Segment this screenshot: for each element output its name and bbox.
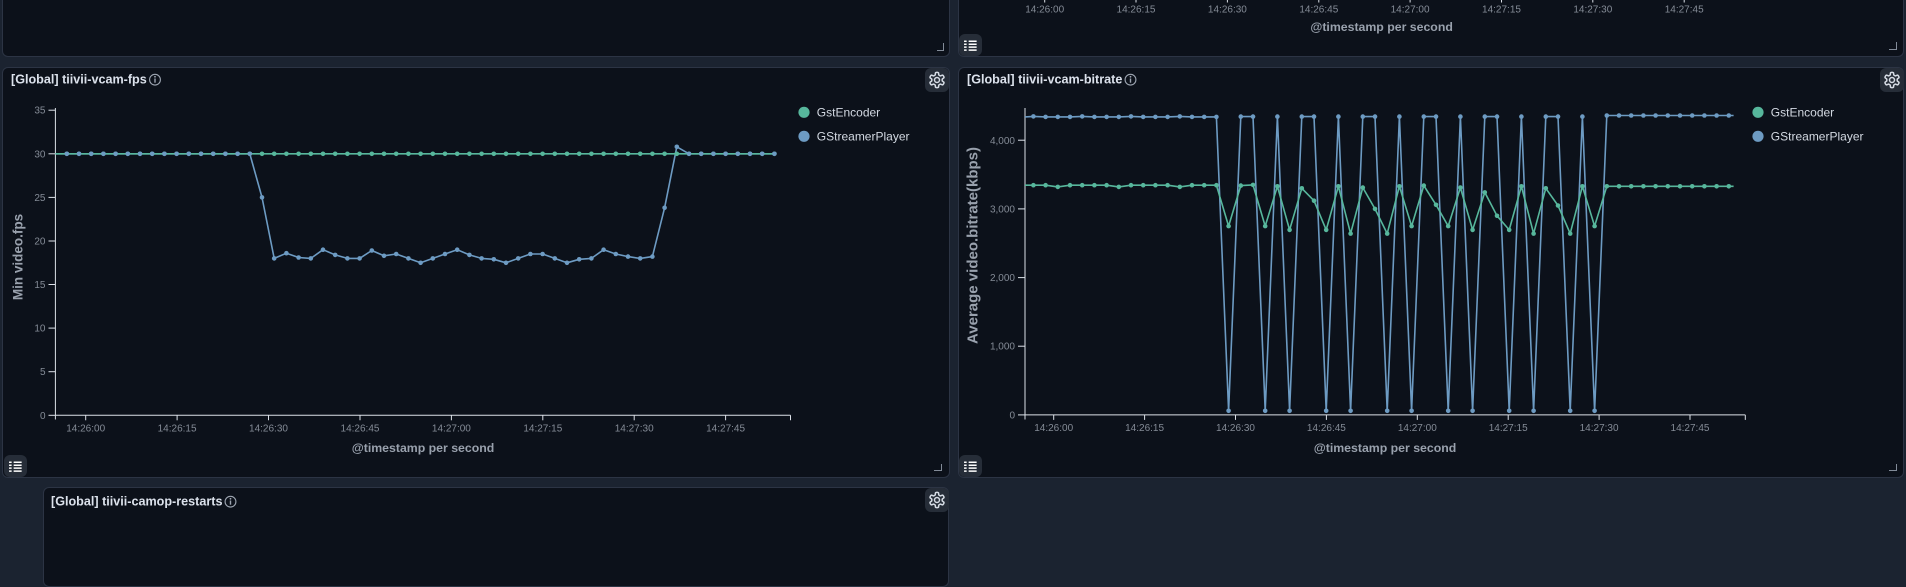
svg-text:15: 15 [34,280,46,291]
svg-text:14:27:45: 14:27:45 [1665,5,1704,16]
svg-text:GStreamerPlayer: GStreamerPlayer [1771,130,1864,144]
svg-text:@timestamp per second: @timestamp per second [1310,20,1453,34]
svg-text:0: 0 [1009,410,1015,421]
svg-text:Min video.fps: Min video.fps [11,214,26,300]
svg-text:GstEncoder: GstEncoder [1771,106,1834,120]
svg-text:14:26:30: 14:26:30 [1208,5,1247,16]
svg-text:GStreamerPlayer: GStreamerPlayer [817,130,910,144]
svg-text:3,000: 3,000 [990,204,1015,215]
svg-text:14:27:30: 14:27:30 [615,423,654,434]
svg-text:14:27:00: 14:27:00 [432,423,471,434]
svg-text:30: 30 [34,149,46,160]
svg-text:35: 35 [34,106,46,117]
svg-text:@timestamp per second: @timestamp per second [352,441,495,455]
svg-text:14:26:30: 14:26:30 [1216,423,1255,434]
svg-text:14:26:15: 14:26:15 [1125,423,1164,434]
svg-text:14:26:00: 14:26:00 [1025,5,1064,16]
svg-text:0: 0 [40,411,46,422]
svg-text:2,000: 2,000 [990,273,1015,284]
svg-text:14:26:30: 14:26:30 [249,423,288,434]
svg-text:1,000: 1,000 [990,342,1015,353]
svg-text:[Global] tiivii-vcam-fps: [Global] tiivii-vcam-fps [11,73,147,87]
svg-text:14:27:15: 14:27:15 [1482,5,1521,16]
svg-text:14:26:00: 14:26:00 [66,423,105,434]
svg-text:14:26:45: 14:26:45 [341,423,380,434]
svg-text:4,000: 4,000 [990,136,1015,147]
svg-text:20: 20 [34,237,46,248]
svg-text:10: 10 [34,324,46,335]
svg-text:14:27:00: 14:27:00 [1391,5,1430,16]
svg-text:14:26:15: 14:26:15 [158,423,197,434]
svg-text:14:27:00: 14:27:00 [1398,423,1437,434]
svg-text:14:27:30: 14:27:30 [1573,5,1612,16]
svg-text:Average video.bitrate(kbps): Average video.bitrate(kbps) [965,147,982,344]
svg-text:14:27:15: 14:27:15 [523,423,562,434]
svg-text:14:26:15: 14:26:15 [1117,5,1156,16]
svg-text:14:26:45: 14:26:45 [1299,5,1338,16]
svg-text:14:27:15: 14:27:15 [1489,423,1528,434]
svg-text:14:26:00: 14:26:00 [1034,423,1073,434]
svg-text:14:26:45: 14:26:45 [1307,423,1346,434]
svg-text:[Global] tiivii-vcam-bitrate: [Global] tiivii-vcam-bitrate [967,73,1122,87]
svg-text:5: 5 [40,367,46,378]
svg-text:@timestamp per second: @timestamp per second [1314,441,1457,455]
svg-text:14:27:45: 14:27:45 [1671,423,1710,434]
svg-text:GstEncoder: GstEncoder [817,106,880,120]
svg-text:25: 25 [34,193,46,204]
svg-text:14:27:30: 14:27:30 [1580,423,1619,434]
svg-text:14:27:45: 14:27:45 [706,423,745,434]
svg-text:[Global] tiivii-camop-restarts: [Global] tiivii-camop-restarts [51,495,222,509]
